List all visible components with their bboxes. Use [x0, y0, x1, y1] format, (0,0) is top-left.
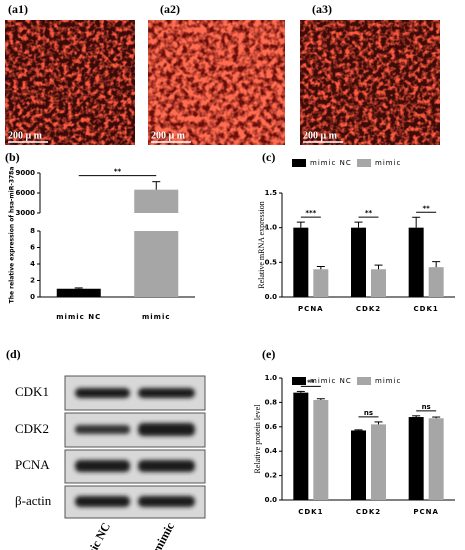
legend-swatch	[357, 159, 371, 167]
bar	[293, 392, 309, 500]
legend-label: mimic NC	[310, 159, 352, 167]
y-tick-label: 0.2	[265, 472, 278, 480]
y-tick-label: 0	[30, 293, 35, 301]
blot-band	[75, 425, 130, 434]
bar	[428, 267, 444, 297]
blot-band	[75, 388, 130, 398]
significance: **	[114, 168, 122, 176]
legend-label: mimic NC	[310, 377, 352, 385]
bar	[408, 227, 424, 297]
significance: ns	[422, 403, 431, 411]
x-tick-label: PCNA	[413, 508, 439, 516]
y-tick-label: 9000	[16, 169, 36, 177]
panel-label: (b)	[5, 150, 20, 164]
bar	[134, 231, 179, 297]
y-tick-label: 0.4	[265, 447, 278, 455]
legend-label: mimic	[375, 159, 401, 167]
panel-label: (a1)	[8, 2, 28, 16]
legend-swatch	[357, 377, 371, 385]
panel-label: (a2)	[160, 2, 180, 16]
panel-label: (a3)	[312, 2, 332, 16]
x-tick-label: CDK1	[298, 508, 323, 516]
image-texture	[148, 20, 285, 145]
blot-band	[75, 496, 130, 507]
y-axis-label: The relative expression of hsa-miR-378a	[9, 167, 16, 304]
x-tick-label: mimic	[142, 313, 171, 321]
panel-label: (e)	[262, 347, 275, 361]
x-tick-label: mimic NC	[56, 313, 101, 321]
y-tick-label: 1.5	[265, 189, 278, 197]
blot-row-label: PCNA	[15, 457, 50, 472]
blot-band	[138, 496, 195, 507]
y-tick-label: 3000	[16, 209, 36, 217]
blot-band	[138, 423, 195, 436]
image-texture	[300, 20, 440, 145]
bar	[408, 417, 424, 500]
bar	[371, 424, 386, 500]
significance: **	[423, 204, 431, 212]
y-axis-label: Relative mRNA expression	[257, 201, 266, 289]
bar	[56, 288, 101, 297]
bar	[351, 227, 366, 297]
y-tick-label: 0.6	[265, 423, 278, 431]
scale-label: 200 μ m	[151, 130, 186, 141]
y-tick-label: 0.5	[265, 258, 278, 266]
significance: ***	[305, 209, 316, 217]
y-tick-label: 0.0	[265, 496, 278, 504]
x-tick-label: CDK2	[356, 305, 381, 313]
bar	[313, 399, 329, 500]
significance: **	[365, 209, 373, 217]
y-tick-label: 1.0	[265, 224, 278, 232]
fluorescence-images: (a1) (a2) (a3) 200 μ m 200 μ m 200 μ m	[5, 2, 440, 145]
y-tick-label: 0.8	[265, 398, 278, 406]
bar	[351, 430, 366, 500]
y-tick-label: 8	[30, 227, 35, 235]
y-tick-label: 1.0	[265, 374, 278, 382]
blot-row-label: CDK1	[15, 384, 49, 399]
blot-band	[138, 388, 195, 398]
y-tick-label: 4	[30, 260, 35, 268]
bar	[371, 269, 386, 297]
legend-swatch	[292, 377, 306, 385]
panel-label: (c)	[262, 150, 275, 164]
blot-band	[75, 460, 130, 472]
blot-band	[138, 460, 195, 472]
significance: **	[307, 378, 315, 386]
y-axis-label: Relative protein level	[253, 404, 262, 474]
x-tick-label: CDK2	[356, 508, 381, 516]
y-tick-label: 0.0	[265, 293, 278, 301]
x-tick-label: PCNA	[298, 305, 324, 313]
blot-lane-label: mimic NC	[76, 520, 113, 550]
blot-row-label: β-actin	[15, 493, 52, 508]
scale-label: 200 μ m	[8, 130, 43, 141]
bar	[293, 227, 309, 297]
legend-swatch	[292, 159, 306, 167]
legend-label: mimic	[375, 377, 401, 385]
bar	[428, 418, 444, 500]
blot-lane-label: mimic	[150, 520, 178, 550]
x-tick-label: CDK1	[414, 305, 439, 313]
y-tick-label: 6000	[16, 189, 36, 197]
panel-label: (d)	[6, 347, 21, 361]
y-tick-label: 2	[30, 277, 35, 285]
image-texture	[5, 20, 135, 145]
bar	[134, 189, 179, 213]
significance: ns	[364, 409, 373, 417]
y-tick-label: 6	[30, 244, 35, 252]
scale-label: 200 μ m	[303, 130, 338, 141]
western-blot: (d) CDK1 CDK2 PCNA β-actin mimic NC mimi…	[6, 347, 206, 550]
bar	[313, 269, 329, 297]
blot-row-label: CDK2	[15, 421, 49, 436]
